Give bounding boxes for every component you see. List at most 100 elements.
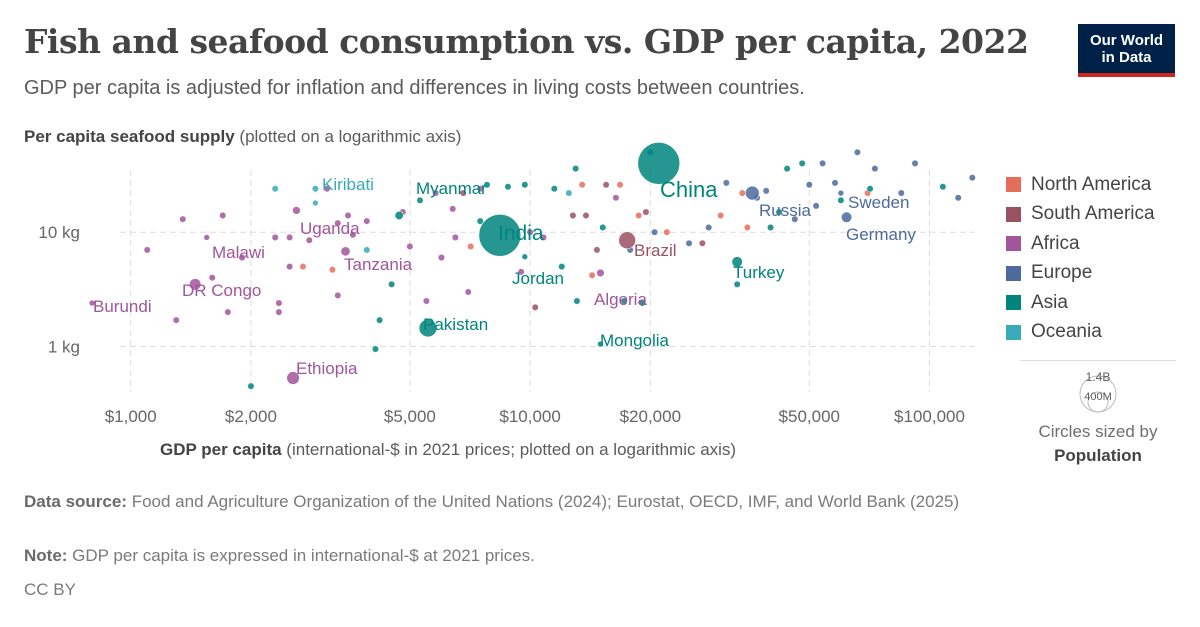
data-point [219,212,227,219]
legend-item-europe[interactable]: Europe [1006,259,1155,289]
data-point-uganda [292,206,301,215]
data-point [588,271,596,279]
data-point [504,183,512,191]
size-legend-small-circle [1087,391,1109,413]
data-point [620,297,628,305]
data-point [897,189,905,197]
data-point [705,224,713,231]
data-point [476,217,484,225]
data-point [599,224,607,231]
data-point-mongolia [597,340,604,348]
data-point [334,291,342,299]
legend-item-oceania[interactable]: Oceania [1006,318,1155,348]
data-point-malawi [203,234,211,241]
data-point-ethiopia [286,371,300,385]
data-points [88,142,976,390]
data-source: Data source: Food and Agriculture Organi… [24,490,1124,514]
data-point [531,303,539,311]
data-point [866,185,874,193]
legend-label: North America [1031,173,1152,195]
data-point [954,194,962,202]
data-point [286,234,294,241]
point-label-china: China [660,177,718,202]
data-point [762,187,770,195]
legend-item-asia[interactable]: Asia [1006,288,1155,318]
data-point [372,345,379,353]
data-point [349,231,357,239]
data-point [837,196,845,204]
data-point [311,185,319,193]
data-point [582,212,590,219]
data-point-myanmar [394,210,404,221]
data-point-algeria [596,268,605,278]
data-point [685,239,693,247]
data-point [208,274,216,282]
data-point [939,183,947,191]
data-point [224,308,232,316]
data-point [363,246,371,254]
size-caption-text: Circles sized by [1038,422,1158,441]
data-point [565,189,573,197]
legend-item-south-america[interactable]: South America [1006,200,1155,230]
size-caption: Circles sized by Population [1020,420,1176,468]
data-point [143,246,151,254]
legend-item-north-america[interactable]: North America [1006,170,1155,200]
data-point [767,224,774,231]
note-label: Note: [24,546,68,565]
point-label-uganda: Uganda [300,219,360,238]
data-point [323,185,331,193]
legend-label: Asia [1031,291,1068,313]
data-point [831,179,839,187]
y-tick-label: 1 kg [48,338,80,357]
tick-labels: 1 kg 10 kg $1,000 $2,000 $5,000 $10,000 $20,00… [38,223,965,426]
y-axis-label-rest: (plotted on a logarithmic axis) [234,127,462,146]
x-tick-label: $1,000 [105,407,157,426]
x-tick-label: $20,000 [620,407,681,426]
data-point [406,243,414,250]
chart-subtitle: GDP per capita is adjusted for inflation… [24,77,805,99]
y-tick-label: 10 kg [38,223,80,242]
data-point [363,217,371,225]
x-tick-label: $50,000 [779,407,840,426]
logo-line-1: Our World [1089,32,1164,49]
legend-label: Oceania [1031,321,1102,343]
size-legend-small-label: 400M [1084,391,1112,403]
point-label-turkey: Turkey [733,263,785,282]
point-label-malawi: Malawi [212,243,265,262]
license[interactable]: CC BY [24,580,76,599]
y-axis-label: Per capita seafood supply (plotted on a … [24,127,461,147]
data-point [179,215,187,223]
data-point [521,181,529,189]
point-labels: China India Kiribati Myanmar Uganda Malawi Tan… [93,175,916,378]
point-label-algeria: Algeria [594,290,647,309]
data-point [738,189,746,197]
data-point [275,299,283,307]
legend-item-africa[interactable]: Africa [1006,229,1155,259]
data-point [638,299,646,307]
data-point [526,228,534,236]
point-label-india: India [498,222,544,245]
data-point [305,236,313,244]
data-point [663,228,671,236]
data-point [271,234,279,241]
legend-label: Europe [1031,262,1093,284]
data-point [451,234,459,241]
point-label-germany: Germany [846,225,916,244]
source-label: Data source: [24,492,127,511]
data-point [467,243,475,250]
data-point [388,280,395,288]
data-point [635,212,643,219]
logo-line-2: in Data [1101,49,1152,66]
y-axis-label-bold: Per capita seafood supply [24,127,235,146]
size-legend: 1.4B 400M [1079,370,1117,413]
data-point [275,308,283,316]
data-point [593,246,601,254]
data-point [651,228,659,236]
x-axis-label-bold: GDP per capita [160,440,282,459]
data-point [423,297,430,305]
legend-divider [1020,360,1176,361]
data-point-india [478,213,522,257]
data-point-russia [745,185,760,201]
data-point [642,208,650,216]
owid-logo[interactable]: Our World in Data [1078,24,1175,77]
